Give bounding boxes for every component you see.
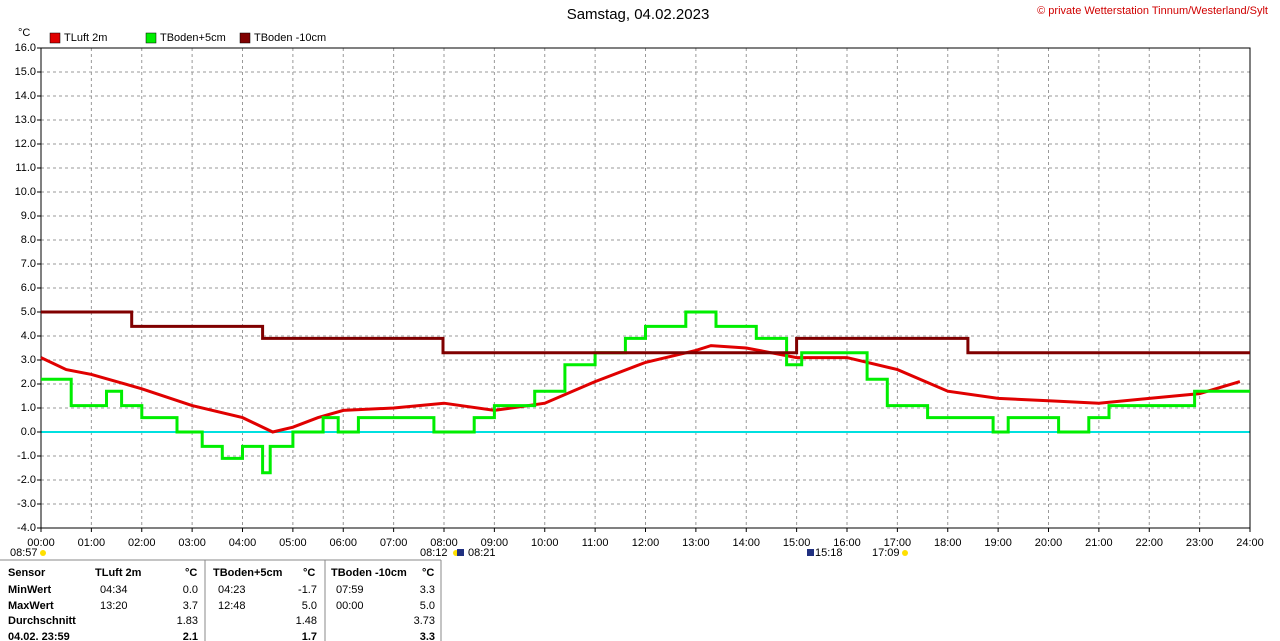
x-tick-label: 12:00 [632, 537, 660, 549]
table-cell: 1.83 [177, 615, 198, 627]
table-header: Sensor [8, 567, 46, 579]
table-cell: MaxWert [8, 600, 54, 612]
sun-icon [40, 550, 46, 556]
x-tick-label: 13:00 [682, 537, 710, 549]
y-tick-label: 6.0 [21, 282, 36, 294]
sun-icon [902, 550, 908, 556]
table-cell: 5.0 [302, 600, 317, 612]
y-tick-label: 13.0 [15, 114, 36, 126]
y-tick-label: -3.0 [17, 498, 36, 510]
y-axis-label: °C [18, 27, 30, 39]
x-tick-label: 09:00 [481, 537, 509, 549]
series-line [40, 344, 1241, 434]
y-tick-label: 15.0 [15, 66, 36, 78]
sun-event: 17:09 [872, 547, 900, 559]
x-tick-label: 24:00 [1236, 537, 1264, 549]
table-cell: 0.0 [183, 584, 198, 596]
y-tick-label: 14.0 [15, 90, 36, 102]
table-cell: -1.7 [298, 584, 317, 596]
x-tick-label: 15:00 [783, 537, 811, 549]
table-cell: 3.7 [183, 600, 198, 612]
sun-event: 08:21 [468, 547, 496, 559]
x-tick-label: 20:00 [1035, 537, 1063, 549]
table-cell: 07:59 [336, 584, 364, 596]
y-tick-label: 0.0 [21, 426, 36, 438]
y-tick-label: 8.0 [21, 234, 36, 246]
y-tick-label: -4.0 [17, 522, 36, 534]
table-header: °C [303, 567, 315, 579]
y-tick-label: 5.0 [21, 306, 36, 318]
x-tick-label: 08:00 [430, 537, 458, 549]
x-tick-label: 02:00 [128, 537, 156, 549]
legend-swatch [145, 32, 157, 44]
x-tick-label: 01:00 [78, 537, 106, 549]
y-tick-label: -2.0 [17, 474, 36, 486]
y-tick-label: 9.0 [21, 210, 36, 222]
x-tick-label: 00:00 [27, 537, 55, 549]
table-cell: 04.02. 23:59 [8, 631, 70, 641]
x-tick-label: 07:00 [380, 537, 408, 549]
y-tick-label: 1.0 [21, 402, 36, 414]
y-tick-label: 16.0 [15, 42, 36, 54]
table-header: TLuft 2m [95, 567, 142, 579]
series-line [41, 310, 1250, 475]
y-tick-label: 7.0 [21, 258, 36, 270]
table-cell: 1.7 [302, 631, 317, 641]
table-cell: 13:20 [100, 600, 128, 612]
legend-label: TBoden -10cm [254, 32, 326, 44]
table-header: TBoden -10cm [331, 567, 407, 579]
x-tick-label: 23:00 [1186, 537, 1214, 549]
table-cell: 1.48 [296, 615, 317, 627]
x-tick-label: 05:00 [279, 537, 307, 549]
legend-label: TBoden+5cm [160, 32, 226, 44]
y-tick-label: -1.0 [17, 450, 36, 462]
y-tick-label: 12.0 [15, 138, 36, 150]
x-tick-label: 16:00 [833, 537, 861, 549]
table-header: TBoden+5cm [213, 567, 283, 579]
table-cell: 04:34 [100, 584, 128, 596]
legend-label: TLuft 2m [64, 32, 107, 44]
x-tick-label: 21:00 [1085, 537, 1113, 549]
legend-swatch [239, 32, 251, 44]
table-cell: 3.3 [420, 584, 435, 596]
table-cell: 2.1 [183, 631, 198, 641]
x-tick-label: 18:00 [934, 537, 962, 549]
table-cell: 5.0 [420, 600, 435, 612]
plot-border [40, 47, 1251, 529]
y-tick-label: 2.0 [21, 378, 36, 390]
table-cell: 3.3 [420, 631, 435, 641]
x-tick-label: 10:00 [531, 537, 559, 549]
x-tick-label: 19:00 [984, 537, 1012, 549]
table-header: °C [185, 567, 197, 579]
moon-icon [457, 549, 464, 556]
table-cell: 3.73 [414, 615, 435, 627]
table-cell: 00:00 [336, 600, 364, 612]
legend-swatch [49, 32, 61, 44]
table-cell: Durchschnitt [8, 615, 76, 627]
x-tick-label: 17:00 [884, 537, 912, 549]
chart-title: Samstag, 04.02.2023 [567, 6, 710, 23]
series-line [41, 310, 1250, 355]
moon-icon [807, 549, 814, 556]
copyright: © private Wetterstation Tinnum/Westerlan… [1037, 5, 1268, 17]
x-tick-label: 06:00 [329, 537, 357, 549]
table-header: °C [422, 567, 434, 579]
x-tick-label: 11:00 [582, 537, 609, 549]
y-tick-label: 11.0 [15, 162, 36, 174]
sun-event: 08:57 [10, 547, 38, 559]
table-cell: MinWert [8, 584, 52, 596]
sun-event: 08:12 [420, 547, 448, 559]
y-tick-label: 3.0 [21, 354, 36, 366]
x-tick-label: 03:00 [178, 537, 206, 549]
sun-event: 15:18 [815, 547, 843, 559]
x-tick-label: 04:00 [229, 537, 257, 549]
x-tick-label: 22:00 [1135, 537, 1163, 549]
x-tick-label: 14:00 [732, 537, 760, 549]
y-tick-label: 4.0 [21, 330, 36, 342]
table-cell: 04:23 [218, 584, 246, 596]
table-cell: 12:48 [218, 600, 246, 612]
y-tick-label: 10.0 [15, 186, 36, 198]
